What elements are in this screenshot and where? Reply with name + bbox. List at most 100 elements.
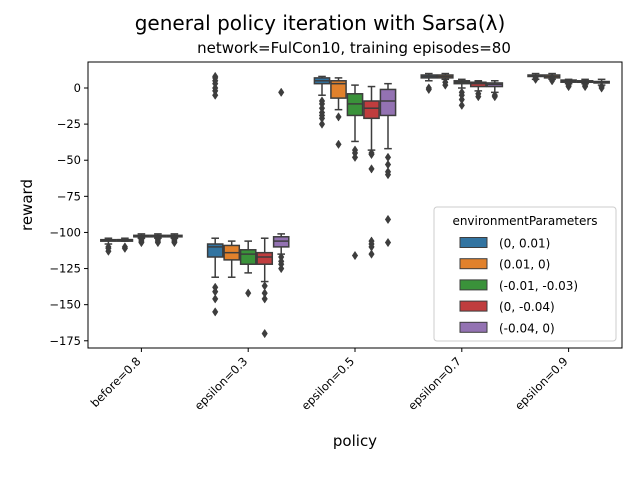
- flier-point: [261, 294, 268, 304]
- box-1-4: [543, 72, 561, 86]
- flier-point: [351, 152, 359, 162]
- legend-entry-4: (-0.04, 0): [459, 321, 555, 335]
- box-4-2: [379, 82, 397, 248]
- box-1-0: [116, 237, 134, 253]
- box-0-1: [206, 71, 224, 317]
- flier-point: [368, 149, 375, 160]
- flier-point: [581, 81, 589, 92]
- box-iqr: [256, 251, 274, 265]
- legend-entries: (0, 0.01) (0.01, 0) (-0.01, -0.03) (0, -0.0…: [459, 237, 578, 335]
- y-tick-label: −125: [49, 262, 81, 276]
- box-3-1: [256, 237, 274, 339]
- flier-point: [154, 237, 162, 248]
- box-iqr: [239, 249, 257, 265]
- x-tick-label: epsilon=0.9: [512, 354, 571, 413]
- flier-point: [261, 328, 268, 339]
- flier-point: [171, 237, 178, 248]
- flier-point: [212, 294, 219, 304]
- box-groups: [100, 71, 610, 339]
- y-tick-label: −100: [49, 225, 81, 239]
- flier-point: [532, 74, 539, 84]
- flier-point: [121, 243, 129, 253]
- x-tick-label: epsilon=0.5: [298, 354, 357, 413]
- chart-title: general policy iteration with Sarsa(λ): [135, 11, 506, 35]
- legend-entry-2: (-0.01, -0.03): [459, 279, 578, 293]
- box-3-2: [363, 85, 380, 259]
- box-0-2: [313, 75, 331, 129]
- box-3-3: [469, 80, 487, 102]
- y-tick-label: −25: [57, 117, 81, 131]
- y-tick-label: −50: [57, 153, 81, 167]
- flier-point: [368, 249, 375, 259]
- flier-point: [442, 77, 449, 87]
- y-tick-label: −175: [49, 334, 81, 348]
- box-0-0: [100, 237, 117, 256]
- box-iqr: [206, 243, 224, 258]
- flier-point: [278, 87, 285, 97]
- flier-point: [351, 250, 359, 261]
- box-1-3: [436, 72, 454, 90]
- x-axis-label: policy: [333, 432, 377, 450]
- flier-point: [598, 83, 605, 93]
- flier-point: [245, 288, 252, 298]
- legend-swatch: [459, 237, 488, 248]
- y-tick-label: −75: [57, 189, 81, 203]
- box-1-1: [223, 240, 241, 278]
- legend-entry-3: (0, -0.04): [459, 300, 555, 314]
- legend-swatch: [459, 321, 488, 333]
- y-tick-label: −150: [49, 298, 81, 312]
- flier-point: [212, 307, 219, 317]
- legend-swatch: [459, 300, 488, 312]
- box-2-4: [560, 78, 577, 92]
- flier-point: [548, 73, 556, 83]
- box-0-4: [527, 72, 544, 84]
- flier-point: [384, 214, 392, 225]
- legend: environmentParameters (0, 0.01) (0.01, 0)…: [433, 206, 617, 342]
- legend-swatch: [459, 279, 488, 291]
- flier-point: [475, 92, 482, 102]
- y-axis-label: reward: [18, 179, 36, 231]
- legend-label: (0, -0.04): [499, 300, 555, 314]
- legend-label: (-0.01, -0.03): [499, 279, 578, 293]
- flier-point: [368, 164, 375, 174]
- legend-label: (0, 0.01): [499, 237, 550, 251]
- flier-point: [335, 139, 342, 149]
- box-4-4: [593, 78, 610, 93]
- flier-point: [458, 100, 465, 110]
- box-2-2: [346, 84, 364, 261]
- flier-point: [384, 170, 392, 180]
- flier-point: [565, 79, 572, 89]
- flier-point: [318, 119, 326, 129]
- legend-entry-0: (0, 0.01): [459, 237, 550, 251]
- y-axis: 0 −25 −50 −75 −100 −125 −150 −175: [49, 81, 88, 348]
- x-tick-label: before=0.8: [88, 354, 144, 410]
- flier-point: [335, 112, 342, 122]
- legend-entry-1: (0.01, 0): [459, 258, 550, 272]
- legend-label: (0.01, 0): [499, 258, 550, 272]
- box-2-1: [239, 240, 257, 298]
- flier-point: [105, 246, 112, 256]
- y-tick-label: 0: [74, 81, 81, 95]
- plot-border: [87, 61, 623, 349]
- box-iqr: [330, 80, 347, 99]
- legend-label: (-0.04, 0): [499, 321, 555, 335]
- flier-point: [384, 237, 392, 248]
- x-axis: before=0.8 epsilon=0.3 epsilon=0.5 epsilon=…: [88, 348, 571, 413]
- legend-title: environmentParameters: [452, 214, 597, 228]
- flier-point: [278, 263, 285, 274]
- box-2-0: [133, 233, 150, 248]
- x-tick-label: epsilon=0.7: [405, 354, 464, 413]
- flier-point: [212, 71, 219, 82]
- legend-swatch: [459, 258, 488, 270]
- box-4-0: [166, 233, 183, 248]
- box-1-2: [330, 77, 347, 149]
- x-tick-label: epsilon=0.3: [192, 354, 251, 413]
- box-3-0: [149, 233, 167, 248]
- flier-point: [138, 237, 145, 248]
- flier-point: [425, 84, 432, 95]
- box-iqr: [379, 88, 397, 117]
- box-4-3: [486, 80, 504, 102]
- box-2-3: [453, 78, 471, 110]
- flier-point: [212, 90, 219, 100]
